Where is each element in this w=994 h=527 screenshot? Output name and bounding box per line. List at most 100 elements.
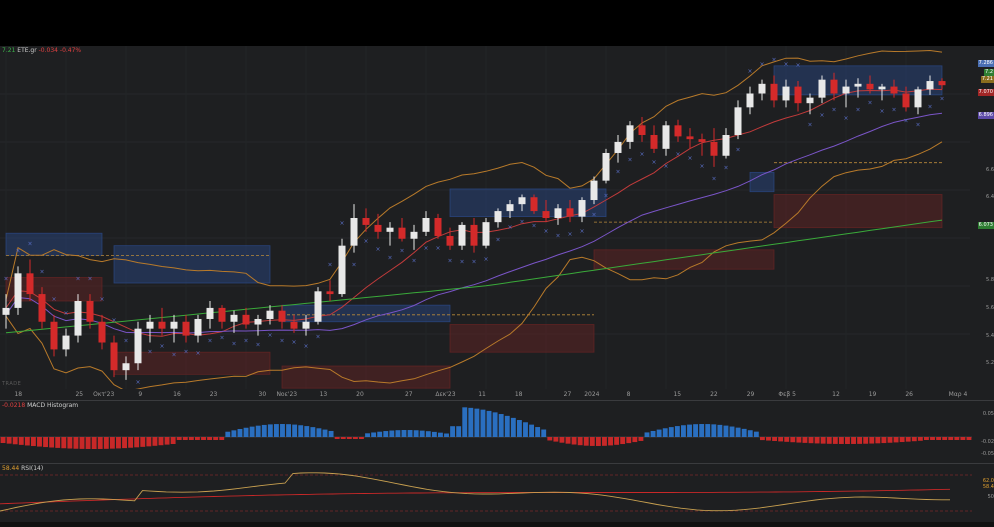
sar-marker: ×	[747, 68, 752, 75]
sar-marker: ×	[15, 248, 20, 255]
macd-bar-negative	[67, 437, 73, 449]
candle-down	[242, 314, 250, 325]
price-chart[interactable]: × × × × × × × × × × × × × × × × × × × × × × × × × × × × × × × × × × × × × × × ×…	[0, 46, 994, 389]
macd-bar-negative	[820, 437, 826, 444]
rsi-pane[interactable]: 58.44 RSI(14) 62.0 58.4 50	[0, 464, 994, 522]
sar-marker: ×	[303, 343, 308, 350]
macd-bar-positive	[504, 415, 510, 437]
macd-bar-negative	[857, 437, 863, 444]
sar-marker: ×	[375, 246, 380, 253]
time-axis-tick: Μαρ 4	[948, 391, 968, 398]
candle-up	[590, 180, 598, 201]
candle-up	[386, 227, 394, 232]
time-axis-tick: 18	[14, 391, 23, 398]
macd-bar-negative	[948, 437, 954, 440]
candle-down	[566, 208, 574, 217]
sar-marker: ×	[579, 228, 584, 235]
sar-marker: ×	[51, 296, 56, 303]
rsi-axis-tick: 50	[987, 494, 994, 500]
macd-bar-negative	[905, 437, 911, 442]
macd-bar-negative	[49, 437, 55, 448]
candle-up	[266, 310, 274, 319]
macd-bar-negative	[73, 437, 79, 449]
candle-up	[782, 86, 790, 101]
candle-up	[578, 200, 586, 217]
time-axis-tick: 2024	[584, 391, 600, 398]
macd-bar-negative	[924, 437, 929, 440]
candle-down	[374, 224, 382, 232]
macd-name: MACD Histogram	[27, 402, 79, 409]
sar-marker: ×	[507, 224, 512, 231]
macd-bar-positive	[286, 424, 291, 437]
candle-down	[110, 342, 118, 371]
rsi-header: 58.44 RSI(14)	[2, 465, 43, 473]
sar-marker: ×	[87, 275, 92, 282]
price-pane[interactable]: × × × × × × × × × × × × × × × × × × × × × × × × × × × × × × × × × × × × × × × ×…	[0, 46, 994, 389]
sar-marker: ×	[555, 232, 560, 239]
time-axis-tick: Δεκ'23	[435, 391, 456, 398]
macd-bar-negative	[826, 437, 832, 444]
macd-bar-positive	[510, 417, 516, 437]
macd-bar-negative	[893, 437, 899, 443]
time-axis-tick: 27	[404, 391, 413, 398]
sar-marker: ×	[891, 106, 896, 113]
sar-marker: ×	[75, 275, 80, 282]
candle-down	[794, 86, 802, 104]
sar-marker: ×	[27, 241, 32, 248]
sar-marker: ×	[471, 259, 476, 266]
sar-marker: ×	[783, 61, 788, 68]
time-axis-tick: Νοε'23	[276, 391, 298, 398]
time-axis[interactable]: 18 25 Οκτ'23 9 16 23 30 Νοε'23 13 20 27 Δεκ'23 11 18 2…	[0, 389, 994, 401]
candle-up	[146, 321, 154, 329]
macd-bar-negative	[37, 437, 42, 447]
candle-down	[26, 273, 34, 295]
macd-bar-positive	[273, 424, 279, 437]
candle-down	[686, 136, 694, 140]
macd-axis-tick: -0.02	[981, 439, 994, 445]
pane-divider[interactable]	[0, 463, 994, 464]
time-axis-tick: 23	[209, 391, 218, 398]
macd-bar-positive	[255, 425, 261, 437]
price-badge: 6.896	[977, 112, 994, 119]
macd-bar-positive	[261, 424, 267, 437]
pane-divider[interactable]	[0, 400, 994, 401]
time-axis-tick: 9	[138, 391, 143, 398]
candle-down	[698, 139, 706, 142]
sar-marker: ×	[327, 261, 332, 268]
macd-bar-positive	[644, 432, 650, 437]
time-axis-tick: 25	[75, 391, 84, 398]
sar-marker: ×	[459, 259, 464, 266]
sar-marker: ×	[903, 118, 908, 125]
candle-up	[734, 107, 742, 135]
sar-marker: ×	[615, 169, 620, 176]
macd-bar-negative	[18, 437, 24, 445]
macd-bar-positive	[650, 430, 656, 437]
support-zone	[773, 194, 943, 229]
macd-histogram	[0, 407, 972, 449]
macd-bar-positive	[498, 414, 504, 437]
macd-bar-negative	[814, 437, 820, 444]
price-axis-tick: 5.4	[986, 332, 994, 339]
sar-marker: ×	[243, 338, 248, 345]
candle-down	[290, 321, 298, 329]
sar-marker: ×	[699, 163, 704, 170]
macd-axis-tick: -0.05	[981, 451, 994, 457]
sar-marker: ×	[111, 317, 116, 324]
macd-bar-positive	[395, 430, 401, 437]
macd-bar-negative	[334, 437, 340, 439]
sar-marker: ×	[771, 57, 776, 64]
macd-bar-negative	[140, 437, 146, 447]
sar-marker: ×	[603, 192, 608, 199]
sar-marker: ×	[819, 112, 824, 119]
macd-bar-negative	[30, 437, 36, 447]
sar-marker: ×	[627, 156, 632, 163]
macd-pane[interactable]: -0.0218 MACD Histogram 0.05 -0.02 -0.05	[0, 401, 994, 463]
sar-marker: ×	[759, 61, 764, 68]
sar-marker: ×	[639, 151, 644, 158]
candle-up	[458, 224, 466, 246]
sar-marker: ×	[831, 106, 836, 113]
macd-value: -0.0218	[2, 402, 26, 409]
time-axis-tick: 19	[868, 391, 877, 398]
time-axis-tick: 29	[746, 391, 755, 398]
sar-marker: ×	[591, 212, 596, 219]
